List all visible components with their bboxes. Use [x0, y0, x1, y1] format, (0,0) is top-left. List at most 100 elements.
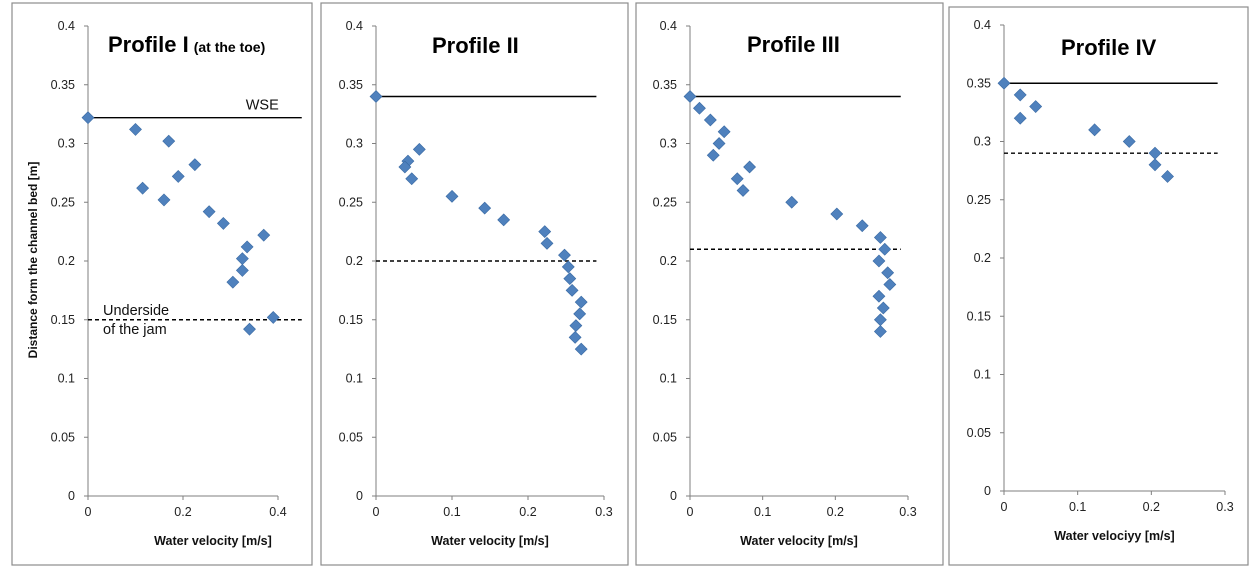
data-point: [1029, 100, 1043, 113]
x-tick-label: 0.4: [269, 505, 286, 519]
data-point: [188, 158, 202, 172]
data-point: [540, 236, 554, 250]
y-tick-label: 0.4: [660, 19, 677, 33]
panel-frame: [948, 6, 1249, 566]
data-point: [997, 76, 1011, 90]
data-point: [157, 193, 171, 207]
data-point: [162, 134, 176, 148]
y-tick-label: 0.3: [660, 137, 677, 151]
data-point: [573, 307, 587, 321]
x-tick-label: 0.2: [519, 505, 536, 519]
data-point: [743, 160, 757, 174]
chart-title-suffix: (at the toe): [194, 39, 266, 55]
data-point: [881, 266, 895, 280]
y-tick-label: 0.3: [974, 135, 991, 149]
y-tick-label: 0.4: [974, 18, 991, 32]
chart-title-main: Profile III: [747, 32, 840, 57]
y-tick-label: 0.3: [58, 137, 75, 151]
y-tick-label: 0.15: [967, 309, 991, 323]
data-point: [243, 322, 256, 336]
y-tick-label: 0.25: [51, 195, 75, 209]
data-point: [81, 111, 95, 125]
y-tick-label: 0: [68, 489, 75, 503]
chart-title-main: Profile I: [108, 32, 189, 57]
data-point: [703, 113, 717, 127]
data-point: [568, 330, 582, 344]
y-axis-label: Distance form the channel bed [m]: [26, 162, 40, 359]
y-tick-label: 0.35: [339, 78, 363, 92]
y-tick-label: 0.25: [967, 193, 991, 207]
data-point: [730, 172, 744, 186]
data-point: [405, 172, 419, 186]
data-point: [785, 195, 799, 209]
chart-title: Profile II: [432, 33, 519, 58]
x-axis-label: Water velocity [m/s]: [431, 534, 549, 548]
data-point: [565, 283, 579, 297]
y-tick-label: 0.35: [51, 78, 75, 92]
y-tick-label: 0.05: [967, 426, 991, 440]
y-tick-label: 0.3: [346, 137, 363, 151]
data-point: [872, 289, 886, 303]
y-tick-label: 0.05: [339, 430, 363, 444]
x-tick-label: 0.2: [174, 505, 191, 519]
x-tick-label: 0: [687, 505, 694, 519]
data-point: [878, 242, 892, 256]
data-point: [445, 189, 459, 203]
data-point: [1088, 123, 1102, 137]
data-point: [883, 278, 897, 291]
x-tick-label: 0.1: [443, 505, 460, 519]
y-tick-label: 0.25: [339, 195, 363, 209]
chart-title: Profile I (at the toe): [108, 32, 265, 57]
data-point: [873, 231, 887, 244]
data-point: [235, 263, 249, 277]
y-tick-label: 0.05: [653, 430, 677, 444]
panel-frame: [635, 2, 944, 566]
x-tick-label: 0.3: [1216, 500, 1233, 514]
data-point: [497, 213, 511, 227]
x-tick-label: 0: [85, 505, 92, 519]
x-tick-label: 0: [373, 505, 380, 519]
y-tick-label: 0.35: [967, 76, 991, 90]
data-point: [574, 295, 588, 309]
data-point: [369, 90, 383, 103]
y-tick-label: 0: [984, 484, 991, 498]
y-tick-label: 0.05: [51, 430, 75, 444]
y-tick-label: 0.1: [974, 368, 991, 382]
y-tick-label: 0.2: [346, 254, 363, 268]
data-point: [226, 275, 240, 289]
data-point: [693, 101, 706, 115]
wse-label: WSE: [246, 98, 279, 114]
data-point: [872, 254, 886, 268]
y-tick-label: 0: [670, 489, 677, 503]
data-point: [171, 169, 185, 183]
y-tick-label: 0.15: [339, 313, 363, 327]
chart-title-main: Profile II: [432, 33, 519, 58]
y-tick-label: 0.1: [58, 372, 75, 386]
y-tick-label: 0.25: [653, 195, 677, 209]
data-point: [1013, 111, 1027, 125]
data-point: [563, 272, 577, 286]
x-tick-label: 0.1: [1069, 500, 1086, 514]
data-point: [574, 342, 588, 356]
data-point: [398, 160, 412, 174]
y-tick-label: 0.35: [653, 78, 677, 92]
panel-frame: [320, 2, 629, 566]
y-tick-label: 0.15: [653, 313, 677, 327]
data-point: [706, 148, 720, 162]
data-point: [855, 219, 869, 233]
data-point: [412, 142, 426, 156]
data-point: [1161, 170, 1174, 183]
data-point: [1148, 158, 1162, 172]
x-tick-label: 0.2: [1143, 500, 1160, 514]
chart-title-main: Profile IV: [1061, 35, 1157, 60]
data-point: [129, 122, 142, 136]
chart-title: Profile IV: [1061, 35, 1157, 60]
x-tick-label: 0.2: [827, 505, 844, 519]
data-point: [1013, 88, 1027, 102]
x-tick-label: 0.3: [595, 505, 612, 519]
x-tick-label: 0.3: [899, 505, 916, 519]
data-point: [1122, 135, 1136, 148]
data-point: [712, 137, 726, 150]
data-point: [736, 184, 750, 197]
